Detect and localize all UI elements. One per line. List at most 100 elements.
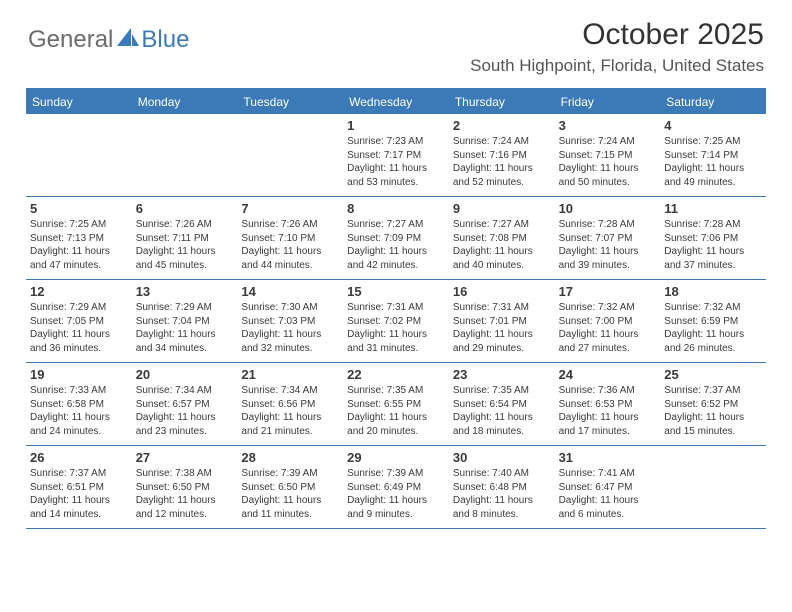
day-cell: 29 Sunrise: 7:39 AMSunset: 6:49 PMDayligh…: [343, 446, 449, 528]
day-cell: [26, 114, 132, 196]
day-info-line: and 37 minutes.: [664, 259, 762, 273]
day-info: Sunrise: 7:41 AMSunset: 6:47 PMDaylight:…: [559, 467, 657, 521]
day-info-line: Sunrise: 7:30 AM: [241, 301, 339, 315]
day-info-line: Sunrise: 7:27 AM: [453, 218, 551, 232]
day-info-line: and 44 minutes.: [241, 259, 339, 273]
day-info-line: Sunset: 7:00 PM: [559, 315, 657, 329]
day-info-line: and 8 minutes.: [453, 508, 551, 522]
day-info-line: Daylight: 11 hours: [347, 411, 445, 425]
day-info-line: Daylight: 11 hours: [136, 494, 234, 508]
day-info: Sunrise: 7:27 AMSunset: 7:09 PMDaylight:…: [347, 218, 445, 272]
day-info-line: Sunset: 7:16 PM: [453, 149, 551, 163]
day-cell: 27Sunrise: 7:38 AMSunset: 6:50 PMDayligh…: [132, 446, 238, 528]
day-cell: [237, 114, 343, 196]
day-info-line: and 23 minutes.: [136, 425, 234, 439]
day-info-line: Sunset: 6:50 PM: [136, 481, 234, 495]
day-cell: 7Sunrise: 7:26 AMSunset: 7:10 PMDaylight…: [237, 197, 343, 279]
day-info-line: Sunrise: 7:32 AM: [559, 301, 657, 315]
day-info-line: Daylight: 11 hours: [664, 162, 762, 176]
day-number: 11: [664, 201, 762, 216]
day-info: Sunrise: 7:39 AMSunset: 6:49 PMDaylight:…: [347, 467, 445, 521]
day-info-line: Sunrise: 7:25 AM: [664, 135, 762, 149]
day-info-line: Daylight: 11 hours: [30, 411, 128, 425]
day-info-line: Daylight: 11 hours: [664, 328, 762, 342]
day-info-line: Sunset: 6:58 PM: [30, 398, 128, 412]
day-info-line: Sunrise: 7:24 AM: [559, 135, 657, 149]
day-cell: 14 Sunrise: 7:30 AMSunset: 7:03 PMDayligh…: [237, 280, 343, 362]
day-cell: 19Sunrise: 7:33 AMSunset: 6:58 PMDayligh…: [26, 363, 132, 445]
week-row: 12Sunrise: 7:29 AMSunset: 7:05 PMDayligh…: [26, 280, 766, 363]
day-info-line: Sunset: 7:14 PM: [664, 149, 762, 163]
day-info-line: Sunset: 6:51 PM: [30, 481, 128, 495]
day-info-line: Sunrise: 7:28 AM: [664, 218, 762, 232]
day-of-week-header: SundayMondayTuesdayWednesdayThursdayFrid…: [26, 90, 766, 114]
dow-cell: Thursday: [449, 90, 555, 114]
day-info-line: Daylight: 11 hours: [347, 328, 445, 342]
location-text: South Highpoint, Florida, United States: [470, 56, 764, 76]
week-row: 26Sunrise: 7:37 AMSunset: 6:51 PMDayligh…: [26, 446, 766, 529]
day-info-line: Daylight: 11 hours: [453, 494, 551, 508]
day-info-line: Sunrise: 7:28 AM: [559, 218, 657, 232]
day-info: Sunrise: 7:40 AMSunset: 6:48 PMDaylight:…: [453, 467, 551, 521]
day-number: 30: [453, 450, 551, 465]
day-info-line: Daylight: 11 hours: [559, 245, 657, 259]
day-info-line: Sunrise: 7:34 AM: [241, 384, 339, 398]
day-info-line: and 9 minutes.: [347, 508, 445, 522]
day-number: 29: [347, 450, 445, 465]
day-info-line: and 34 minutes.: [136, 342, 234, 356]
day-info-line: Daylight: 11 hours: [664, 245, 762, 259]
day-number: 12: [30, 284, 128, 299]
day-number: 7: [241, 201, 339, 216]
day-info: Sunrise: 7:30 AMSunset: 7:03 PMDaylight:…: [241, 301, 339, 355]
day-info-line: and 29 minutes.: [453, 342, 551, 356]
day-cell: 12 Sunrise: 7:29 AMSunset: 7:05 PMDayligh…: [26, 280, 132, 362]
day-info-line: Daylight: 11 hours: [30, 245, 128, 259]
day-info-line: Sunrise: 7:26 AM: [136, 218, 234, 232]
day-info-line: Sunrise: 7:23 AM: [347, 135, 445, 149]
day-cell: 6Sunrise: 7:26 AMSunset: 7:11 PMDaylight…: [132, 197, 238, 279]
day-info-line: and 26 minutes.: [664, 342, 762, 356]
day-info-line: Sunset: 7:04 PM: [136, 315, 234, 329]
day-info-line: Sunset: 6:56 PM: [241, 398, 339, 412]
day-cell: 13Sunrise: 7:29 AMSunset: 7:04 PMDayligh…: [132, 280, 238, 362]
day-info-line: Sunrise: 7:40 AM: [453, 467, 551, 481]
day-info-line: Sunset: 7:05 PM: [30, 315, 128, 329]
day-info-line: Sunset: 6:47 PM: [559, 481, 657, 495]
day-info-line: Sunrise: 7:38 AM: [136, 467, 234, 481]
day-number: 3: [559, 118, 657, 133]
day-info-line: Sunset: 6:53 PM: [559, 398, 657, 412]
day-info-line: Sunset: 7:15 PM: [559, 149, 657, 163]
day-info-line: and 12 minutes.: [136, 508, 234, 522]
dow-cell: Saturday: [660, 90, 766, 114]
day-info-line: and 17 minutes.: [559, 425, 657, 439]
day-info-line: Sunrise: 7:29 AM: [136, 301, 234, 315]
day-number: 16: [453, 284, 551, 299]
day-info-line: and 6 minutes.: [559, 508, 657, 522]
day-info: Sunrise: 7:29 AMSunset: 7:04 PMDaylight:…: [136, 301, 234, 355]
dow-cell: Wednesday: [343, 90, 449, 114]
day-info: Sunrise: 7:35 AMSunset: 6:54 PMDaylight:…: [453, 384, 551, 438]
day-number: 14: [241, 284, 339, 299]
day-info-line: Sunrise: 7:25 AM: [30, 218, 128, 232]
day-info: Sunrise: 7:38 AMSunset: 6:50 PMDaylight:…: [136, 467, 234, 521]
day-info-line: Sunrise: 7:34 AM: [136, 384, 234, 398]
day-info-line: and 39 minutes.: [559, 259, 657, 273]
day-info-line: Sunset: 6:59 PM: [664, 315, 762, 329]
day-cell: 2Sunrise: 7:24 AMSunset: 7:16 PMDaylight…: [449, 114, 555, 196]
day-info-line: Daylight: 11 hours: [559, 411, 657, 425]
day-info-line: Daylight: 11 hours: [347, 494, 445, 508]
day-number: 24: [559, 367, 657, 382]
day-info-line: and 52 minutes.: [453, 176, 551, 190]
dow-cell: Monday: [132, 90, 238, 114]
day-info-line: Daylight: 11 hours: [136, 245, 234, 259]
day-info-line: Sunrise: 7:27 AM: [347, 218, 445, 232]
day-info: Sunrise: 7:34 AMSunset: 6:57 PMDaylight:…: [136, 384, 234, 438]
day-info: Sunrise: 7:29 AMSunset: 7:05 PMDaylight:…: [30, 301, 128, 355]
day-number: 6: [136, 201, 234, 216]
logo-text-blue: Blue: [141, 26, 189, 54]
dow-cell: Tuesday: [237, 90, 343, 114]
day-cell: 26Sunrise: 7:37 AMSunset: 6:51 PMDayligh…: [26, 446, 132, 528]
day-number: 8: [347, 201, 445, 216]
day-info: Sunrise: 7:28 AMSunset: 7:06 PMDaylight:…: [664, 218, 762, 272]
day-info-line: Daylight: 11 hours: [136, 411, 234, 425]
